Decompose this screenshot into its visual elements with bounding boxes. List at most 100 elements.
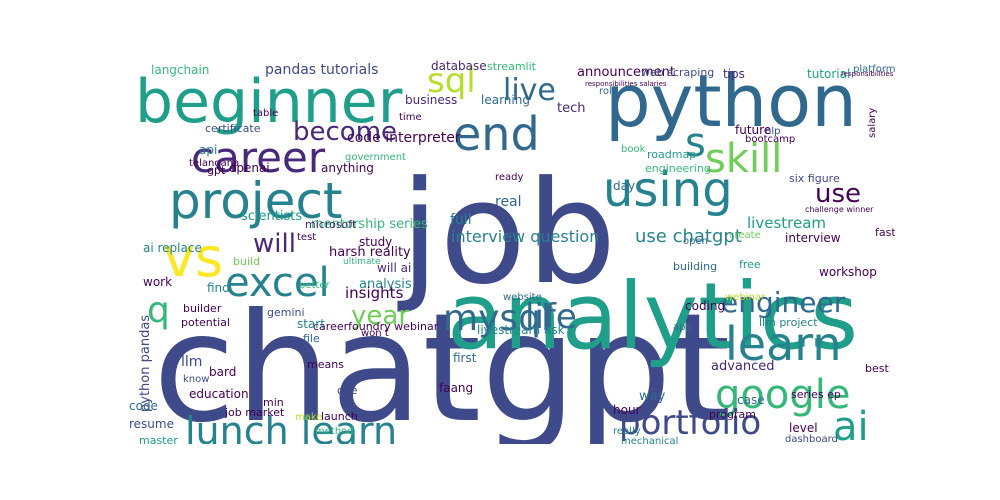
- word-test: test: [297, 232, 316, 243]
- word-government: government: [345, 152, 406, 163]
- word-build: build: [233, 255, 260, 268]
- word-will: will: [253, 229, 296, 259]
- word-year: year: [351, 301, 409, 331]
- word-case: case: [737, 393, 765, 407]
- word-launch: launch: [321, 410, 358, 423]
- word-responsibilities-salaries: responsibilities salaries: [585, 80, 667, 88]
- word-mechanical: mechanical: [621, 436, 678, 444]
- word-coding: coding: [685, 299, 725, 313]
- word-level: level: [789, 421, 818, 435]
- word-using: using: [603, 162, 733, 218]
- word-project: project: [169, 172, 343, 230]
- word-microsoft: microsoft: [305, 218, 357, 231]
- word-llm: llm: [181, 354, 202, 370]
- word-bard: bard: [209, 365, 236, 379]
- word-master: master: [139, 434, 178, 444]
- word-time: time: [399, 112, 422, 123]
- word-real: real: [495, 194, 522, 210]
- word-openai: openai: [229, 161, 270, 175]
- word-web-scraping: web scraping: [641, 66, 714, 79]
- word-certificate: certificate: [205, 122, 261, 135]
- word-interview-question: interview question: [451, 227, 599, 246]
- word-portfolio: portfolio: [619, 403, 761, 443]
- word-ai-replace: ai replace: [143, 241, 202, 255]
- word-building: building: [673, 260, 717, 273]
- word-langchain: langchain: [151, 63, 209, 77]
- word-live: live: [503, 73, 556, 108]
- word-education: education: [189, 387, 249, 401]
- word-advanced: advanced: [711, 359, 775, 374]
- word-skill: skill: [705, 136, 782, 182]
- word-python: python: [605, 60, 857, 143]
- word-careerfoundry-webinar: careerfoundry webinar: [313, 320, 439, 333]
- word-better: better: [299, 280, 330, 291]
- word-nlp: nlp: [765, 126, 780, 137]
- word-hour: hour: [613, 403, 641, 417]
- word-best: best: [865, 362, 889, 375]
- word-insights: insights: [345, 284, 404, 302]
- word-career: career: [191, 133, 326, 182]
- word-min: min: [263, 396, 284, 409]
- word-one: one: [337, 384, 358, 397]
- word-responsibilities: responsibilities: [841, 70, 894, 78]
- word-q: q: [147, 290, 170, 331]
- word-study: study: [359, 235, 392, 249]
- word-roadmap: roadmap: [647, 148, 696, 161]
- word-table: table: [253, 108, 278, 119]
- word-book: book: [621, 144, 646, 155]
- word-announcement: announcement: [577, 65, 675, 80]
- word-method: method: [315, 426, 354, 437]
- word-series-ep: series ep: [791, 388, 841, 401]
- word-vs: vs: [163, 226, 223, 289]
- word-excel: excel: [225, 260, 330, 306]
- word-gemini: gemini: [267, 306, 305, 319]
- word-mysql: mysql: [443, 298, 551, 339]
- word-open: open: [683, 236, 708, 247]
- word-make: make: [295, 412, 322, 423]
- word-salary: salary: [867, 108, 878, 138]
- word-first: first: [453, 351, 477, 365]
- word-will-ai: will ai: [377, 261, 411, 275]
- word-anything: anything: [321, 161, 374, 175]
- word-analysis: analysis: [359, 277, 412, 292]
- word-full: full: [450, 212, 472, 228]
- word-s: s: [685, 120, 706, 166]
- word-webinar: webinar: [725, 292, 766, 303]
- word-scientists: scientists: [241, 209, 302, 224]
- word-sql: sql: [427, 61, 476, 101]
- word-tips: tips: [723, 67, 745, 81]
- word-bootcamp: bootcamp: [745, 134, 795, 145]
- word-google: google: [715, 372, 850, 418]
- word-means: means: [307, 358, 344, 371]
- word-engineering: engineering: [645, 162, 711, 175]
- word-workshop: workshop: [819, 265, 877, 279]
- word-beginner: beginner: [135, 67, 403, 137]
- word-business: business: [405, 93, 457, 107]
- word-create: create: [729, 230, 761, 241]
- word-analytics: analytics: [447, 263, 858, 370]
- word-python-pandas: python pandas: [138, 315, 153, 412]
- word-won-t: won t: [361, 328, 389, 339]
- word-livestream: livestream: [747, 214, 826, 232]
- word-api: api: [199, 143, 217, 157]
- word-challenge-winner: challenge winner: [805, 205, 874, 214]
- word-gpt: gpt: [207, 164, 226, 177]
- word-code: code: [129, 399, 158, 413]
- word-engineer: engineer: [721, 286, 846, 319]
- word-learn: learn: [725, 317, 842, 371]
- word-chatgpt: chatgpt: [153, 282, 731, 444]
- word-ready: ready: [495, 172, 524, 183]
- word-website: website: [503, 292, 542, 303]
- word-free: free: [739, 258, 761, 271]
- word-cloud-panel: chatgpt job analytics python beginner project…: [125, 60, 895, 444]
- word-day: day: [613, 179, 635, 193]
- word-six-figure: six figure: [789, 172, 840, 185]
- word-telangana: telangana: [189, 158, 239, 169]
- word-lunch-learn: lunch learn: [185, 409, 397, 444]
- word-ai: ai: [833, 404, 869, 444]
- word-become: become: [293, 117, 397, 147]
- word-builder: builder: [183, 302, 222, 315]
- word-program: program: [709, 408, 756, 421]
- word-dashboard: dashboard: [785, 434, 838, 444]
